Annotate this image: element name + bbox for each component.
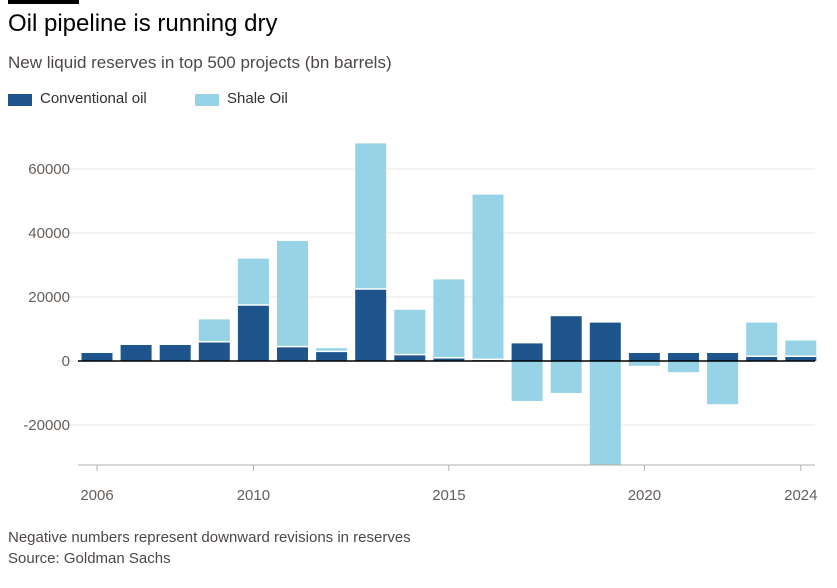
bar-2017-shale — [511, 361, 543, 401]
bar-2009-shale — [198, 319, 230, 342]
bar-2011-shale — [277, 241, 308, 347]
bar-2010-shale — [237, 258, 269, 305]
bar-2012-shale — [316, 348, 348, 352]
bar-2012-conventional — [316, 351, 348, 361]
bar-2021-shale — [668, 361, 699, 373]
legend-label-conventional: Conventional oil — [40, 90, 147, 107]
bar-2017-conventional — [511, 343, 543, 361]
bar-2024-conventional — [785, 356, 817, 361]
bar-2021-conventional — [668, 353, 699, 361]
bar-2006-conventional — [81, 353, 113, 361]
footnote: Negative numbers represent downward revi… — [8, 529, 411, 546]
chart-subtitle: New liquid reserves in top 500 projects … — [8, 53, 392, 72]
bar-2024-shale — [785, 340, 817, 357]
legend-label-shale: Shale Oil — [227, 90, 288, 107]
legend-swatch-conventional — [8, 94, 32, 106]
bar-2015-conventional — [433, 357, 465, 361]
bar-2022-conventional — [707, 353, 739, 361]
bar-2019-shale — [589, 361, 621, 465]
bar-2020-shale — [628, 361, 660, 366]
bar-chart: -20000 0 20000 40000 60000 2006 2010 2015 2020 20… — [23, 143, 817, 504]
bar-2015-shale — [433, 279, 465, 358]
bar-2016-conventional — [472, 359, 504, 361]
bar-2010-conventional — [237, 305, 269, 361]
x-tick-label: 2020 — [628, 487, 661, 504]
y-tick-label: 20000 — [28, 289, 70, 306]
y-tick-label: 40000 — [28, 225, 70, 242]
bar-2019-conventional — [589, 322, 621, 361]
bar-2018-shale — [550, 361, 582, 393]
y-tick-label: 0 — [62, 353, 70, 370]
bar-2023-shale — [746, 322, 778, 357]
bar-2018-conventional — [550, 316, 582, 361]
bar-2013-conventional — [355, 289, 387, 361]
x-tick-label: 2015 — [432, 487, 465, 504]
bar-2008-conventional — [159, 345, 191, 361]
legend-swatch-shale — [195, 94, 219, 106]
source-note: Source: Goldman Sachs — [8, 550, 171, 567]
bar-2020-conventional — [628, 353, 660, 361]
chart-title: Oil pipeline is running dry — [8, 10, 278, 37]
bar-2016-shale — [472, 194, 504, 360]
bar-2023-conventional — [746, 356, 778, 361]
brand-bar — [8, 0, 79, 4]
bar-2022-shale — [707, 361, 739, 405]
y-tick-label: -20000 — [23, 417, 70, 434]
bar-2009-conventional — [198, 341, 230, 361]
bar-2007-conventional — [120, 345, 152, 361]
bar-2014-conventional — [394, 354, 426, 361]
bar-2013-shale — [355, 143, 387, 289]
x-tick-label: 2024 — [784, 487, 817, 504]
bar-2014-shale — [394, 309, 426, 355]
x-tick-label: 2006 — [80, 487, 113, 504]
y-tick-label: 60000 — [28, 161, 70, 178]
bar-2011-conventional — [277, 346, 308, 361]
x-tick-label: 2010 — [237, 487, 270, 504]
